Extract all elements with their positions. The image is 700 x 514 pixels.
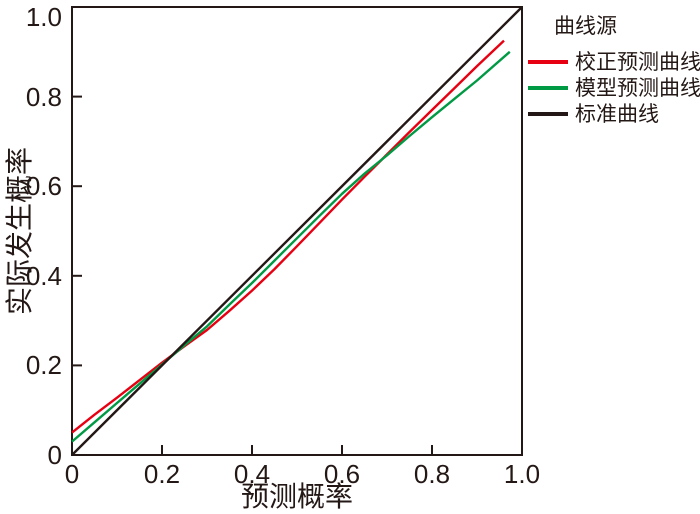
legend: 曲线源 校正预测曲线 模型预测曲线 标准曲线 xyxy=(528,14,700,127)
y-tick-label: 0.2 xyxy=(25,350,62,381)
y-tick-label: 0 xyxy=(47,440,62,470)
x-tick-label: 1.0 xyxy=(503,459,541,489)
y-tick-label: 1.0 xyxy=(25,2,62,32)
y-tick-label: 0.4 xyxy=(25,260,62,291)
x-axis-title: 预测概率 xyxy=(240,481,354,512)
y-axis-title: 实际发生概率 xyxy=(4,146,35,316)
x-tick-label: 0.2 xyxy=(143,459,181,489)
legend-label: 模型预测曲线 xyxy=(575,76,700,100)
legend-label: 标准曲线 xyxy=(575,102,659,126)
red-line-swatch-icon xyxy=(528,60,568,64)
legend-item-model: 模型预测曲线 xyxy=(528,75,700,101)
legend-item-ideal: 标准曲线 xyxy=(528,101,700,127)
y-tick-label: 0.6 xyxy=(25,171,62,202)
x-tick-label: 0.6 xyxy=(323,459,361,489)
legend-item-calibrated: 校正预测曲线 xyxy=(528,49,700,75)
green-line-swatch-icon xyxy=(528,86,568,90)
legend-label: 校正预测曲线 xyxy=(575,50,700,74)
x-tick-label: 0 xyxy=(64,459,80,489)
black-line-swatch-icon xyxy=(528,112,568,116)
y-tick-label: 0.8 xyxy=(25,81,62,112)
x-tick-label: 0.8 xyxy=(413,459,451,489)
x-tick-label: 0.4 xyxy=(233,459,271,489)
legend-title: 曲线源 xyxy=(554,15,617,38)
